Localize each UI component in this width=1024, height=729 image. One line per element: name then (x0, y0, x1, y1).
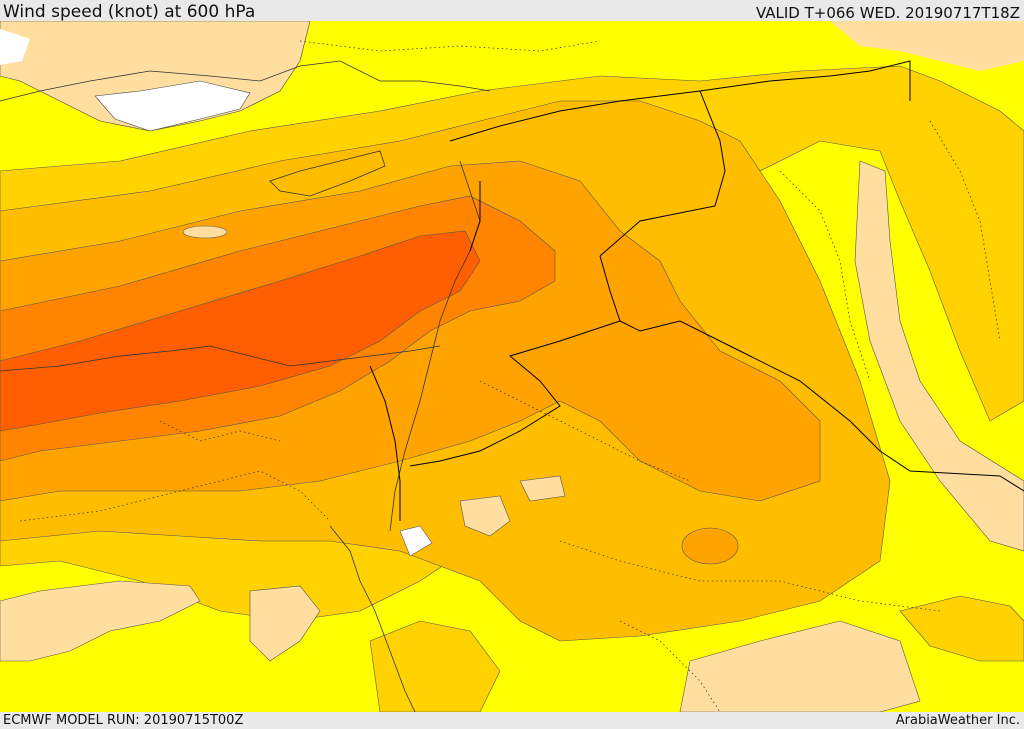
province-borders (19, 40, 1001, 712)
turkey-white-area (94, 80, 251, 132)
valid-time: VALID T+066 WED. 20190717T18Z (755, 4, 1020, 22)
country-borders (369, 60, 1024, 521)
northeast-tan-area (830, 21, 1024, 71)
northwest-white-patch (0, 29, 30, 65)
saudi-orange-patch (681, 527, 739, 565)
coastlines (0, 60, 491, 712)
credit-text: ArabiaWeather Inc. (895, 713, 1020, 728)
south-tan-patch-3 (679, 620, 921, 712)
south-gold-patch (369, 620, 501, 712)
wind-maximum-core (0, 230, 481, 432)
map-footer: ECMWF MODEL RUN: 20190715T00Z ArabiaWeat… (0, 712, 1024, 729)
map-header: Wind speed (knot) at 600 hPa VALID T+066… (0, 0, 1024, 22)
jordan-tan-patch (519, 475, 566, 502)
map-title: Wind speed (knot) at 600 hPa (3, 2, 256, 22)
gulf-aqaba-white-patch (399, 525, 433, 557)
map-canvas (0, 21, 1024, 712)
south-tan-patch-1 (0, 580, 201, 662)
wind-speed-map (0, 21, 1024, 712)
cyprus-tan-patch (182, 225, 228, 239)
model-run: ECMWF MODEL RUN: 20190715T00Z (3, 713, 244, 728)
south-tan-patch-2 (249, 585, 321, 662)
east-gold-patch (899, 595, 1024, 662)
sinai-tan-patch (459, 495, 511, 537)
